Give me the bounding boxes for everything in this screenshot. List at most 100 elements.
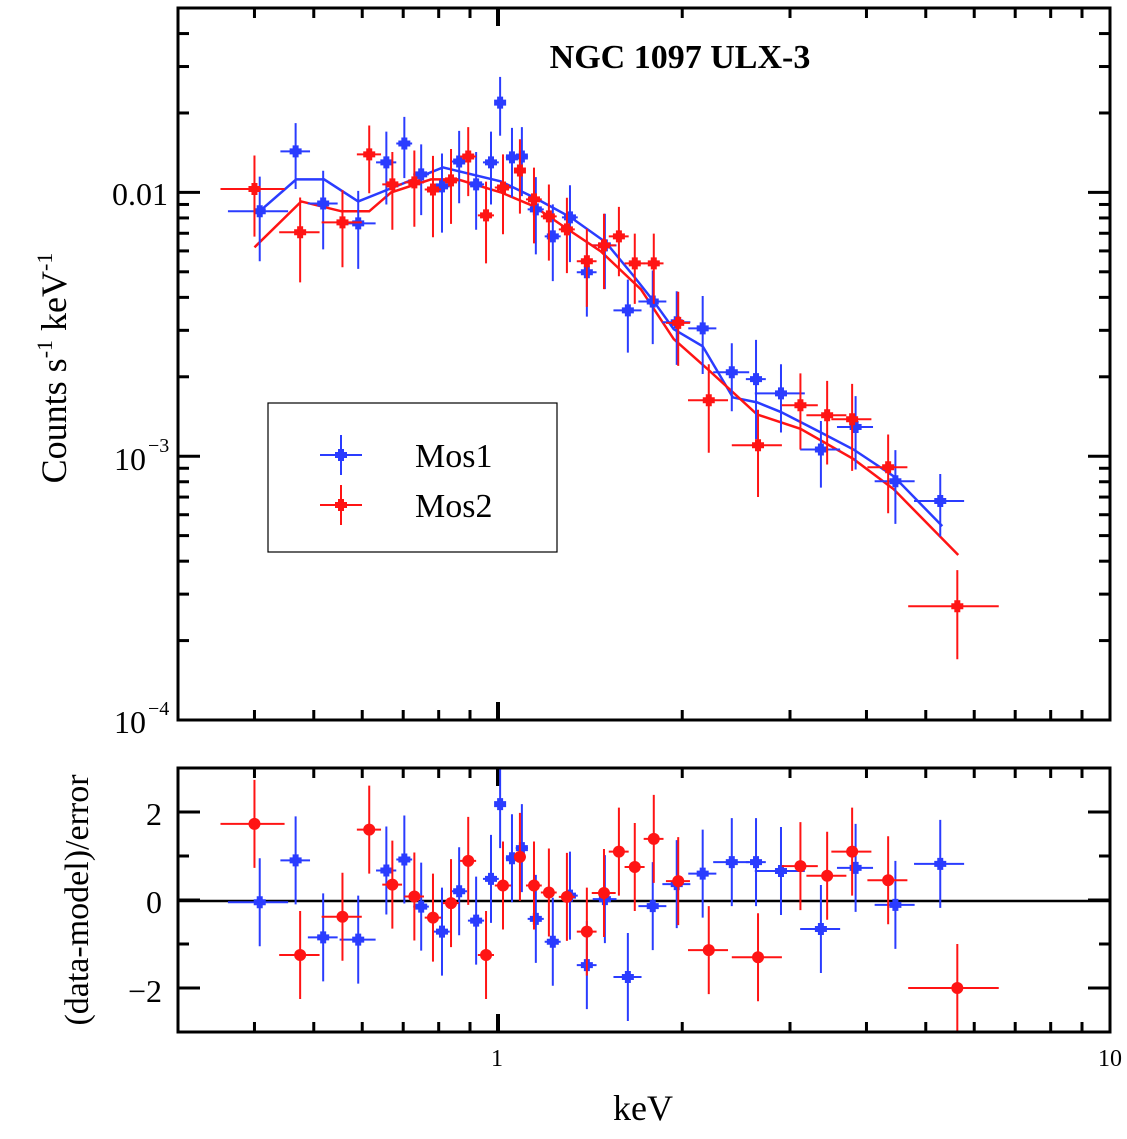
mos1-residual-point [754, 826, 805, 915]
mos1-data-point [307, 170, 338, 250]
mos1-residual-point [482, 834, 499, 923]
bottom-y-axis-label: (data-model)/error [59, 774, 96, 1026]
mos1-marker [529, 203, 542, 216]
mos1-data-point [505, 127, 518, 198]
mos2-data-point [356, 125, 382, 194]
mos1-data-point [482, 131, 499, 205]
mos1-residual-point [713, 818, 750, 907]
mos2-data-point [576, 228, 597, 307]
mos2-residual-point [356, 785, 382, 874]
mos2-marker [597, 886, 610, 899]
mos2-marker [597, 239, 610, 252]
mos2-marker [560, 223, 573, 236]
mos2-data-point [477, 181, 494, 264]
mos1-marker [814, 443, 827, 456]
mos2-residual-point [525, 841, 542, 930]
mos1-marker [453, 155, 466, 168]
mos2-marker [672, 316, 685, 329]
mos2-residual-point [220, 779, 285, 868]
mos1-marker [289, 854, 302, 867]
mos1-marker [415, 900, 428, 913]
residual-points [220, 768, 999, 1032]
mos2-marker [336, 910, 349, 923]
mos1-data-point [433, 153, 450, 233]
legend-marker [335, 449, 347, 461]
mos2-residual-point [576, 887, 597, 976]
ytick-base: 10 [114, 441, 146, 477]
mos1-marker [889, 898, 902, 911]
mos2-marker [882, 874, 895, 887]
legend-symbol-mos1 [320, 435, 362, 475]
mos1-marker [380, 156, 393, 169]
mos2-residual-point [558, 852, 575, 941]
mos2-marker [951, 982, 964, 994]
ytick-label-0: 0 [146, 884, 162, 920]
mos1-marker [453, 885, 466, 898]
mos2-residual-point [688, 906, 729, 995]
mos1-residual-point [800, 885, 841, 974]
mos1-marker [515, 150, 528, 163]
mos2-marker [951, 600, 964, 613]
mos1-marker [289, 145, 302, 158]
mos1-residual-point [433, 887, 450, 976]
mos1-marker [646, 900, 659, 913]
mos2-residual-point [665, 837, 690, 926]
mos2-residual-point [279, 911, 320, 999]
mos2-marker [426, 183, 439, 196]
legend-marks [320, 435, 362, 525]
mos2-residual-point [608, 807, 629, 896]
mos2-marker [527, 879, 540, 892]
legend-label-mos2: Mos2 [415, 488, 492, 525]
mos2-marker [821, 869, 834, 882]
mos1-marker [563, 211, 576, 224]
mos1-data-point [688, 295, 717, 374]
mos2-residual-point [477, 911, 494, 999]
mos2-marker [363, 148, 376, 161]
mos2-marker [386, 178, 399, 191]
mos1-residual-point [339, 895, 376, 984]
mos2-marker [882, 461, 895, 474]
mos1-data-point [280, 123, 311, 190]
mos2-residual-point [404, 852, 425, 941]
mos2-marker [612, 845, 625, 858]
mos1-data-point [914, 474, 965, 537]
mos2-data-point [731, 409, 782, 498]
mos2-marker [794, 399, 807, 412]
mos2-marker [580, 255, 593, 268]
mos2-data-point [279, 197, 320, 283]
mos1-residual-point [515, 804, 528, 893]
mos1-marker [494, 96, 507, 109]
mos2-data-point [688, 364, 729, 453]
mos1-marker [470, 914, 483, 927]
mos1-marker [646, 295, 659, 308]
mos1-data-point [451, 130, 468, 204]
mos2-residual-point [731, 913, 782, 1002]
mos2-marker [294, 226, 307, 239]
mos2-residual-point [624, 823, 645, 911]
mos1-residual-point [914, 819, 965, 908]
mos2-data-point [404, 150, 425, 227]
mos2-marker [647, 257, 660, 270]
mos2-marker [386, 878, 399, 891]
mos2-residual-point [867, 836, 908, 925]
mos2-residual-point [321, 872, 362, 961]
mos2-data-point [624, 233, 645, 304]
mos2-residual-point [424, 873, 442, 962]
mos2-marker [497, 879, 510, 892]
x-axis-label: keV [613, 1088, 673, 1128]
ylabel-sup2: -1 [32, 253, 57, 271]
mos2-marker [628, 861, 641, 873]
mos1-marker [934, 857, 947, 870]
mos2-data-point [643, 233, 664, 304]
legend-box [267, 402, 558, 553]
mos1-marker [696, 322, 709, 335]
mos2-marker [480, 949, 493, 961]
top-panel-ticks [176, 6, 1110, 722]
mos2-data-point [442, 149, 459, 224]
mos1-residual-point [396, 815, 413, 904]
mos2-marker [702, 944, 715, 957]
mos2-data-point [867, 434, 908, 514]
mos2-marker [497, 181, 510, 194]
mos2-marker [542, 210, 555, 223]
mos2-marker [408, 890, 421, 903]
